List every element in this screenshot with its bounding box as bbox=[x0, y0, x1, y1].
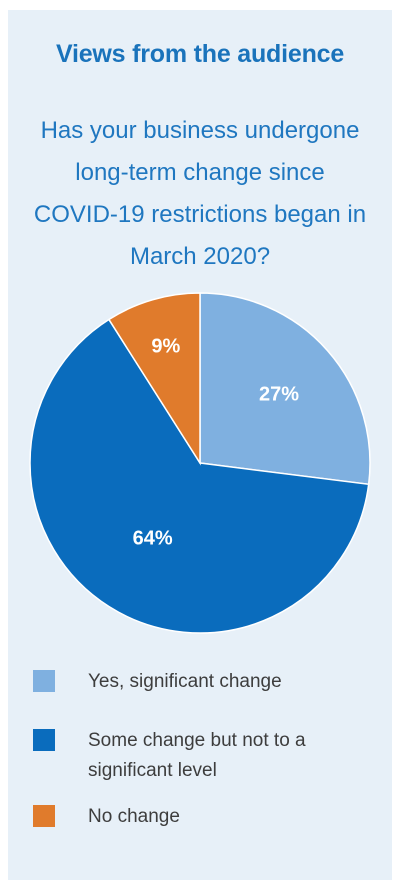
chart-title: Views from the audience bbox=[55, 40, 345, 68]
pie-slice-no-change bbox=[107, 292, 201, 466]
legend-swatch bbox=[33, 729, 55, 751]
legend-label: Yes, significant change bbox=[88, 671, 282, 692]
question-line: Has your business undergone bbox=[40, 117, 360, 144]
legend-swatch bbox=[33, 670, 55, 692]
question-line: COVID-19 restrictions began in bbox=[33, 201, 367, 228]
infographic-panel: Views from the audience Has your busines… bbox=[8, 10, 392, 880]
pie-label-no-change: 9% bbox=[151, 335, 180, 357]
legend-label: Some change but not to a significant lev… bbox=[88, 730, 306, 781]
pie-slice-some-change bbox=[29, 318, 370, 634]
survey-question: Has your business undergone long-term ch… bbox=[18, 110, 382, 278]
question-line: March 2020? bbox=[129, 243, 271, 270]
pie-label-yes: 27% bbox=[259, 383, 299, 405]
legend-swatch bbox=[33, 805, 55, 827]
pie-label-some-change: 64% bbox=[133, 528, 173, 550]
question-line: long-term change since bbox=[75, 159, 325, 186]
pie-slice-yes bbox=[199, 292, 371, 486]
legend-label: No change bbox=[88, 806, 180, 827]
pie-chart: 27% 64% 9% bbox=[29, 292, 371, 634]
